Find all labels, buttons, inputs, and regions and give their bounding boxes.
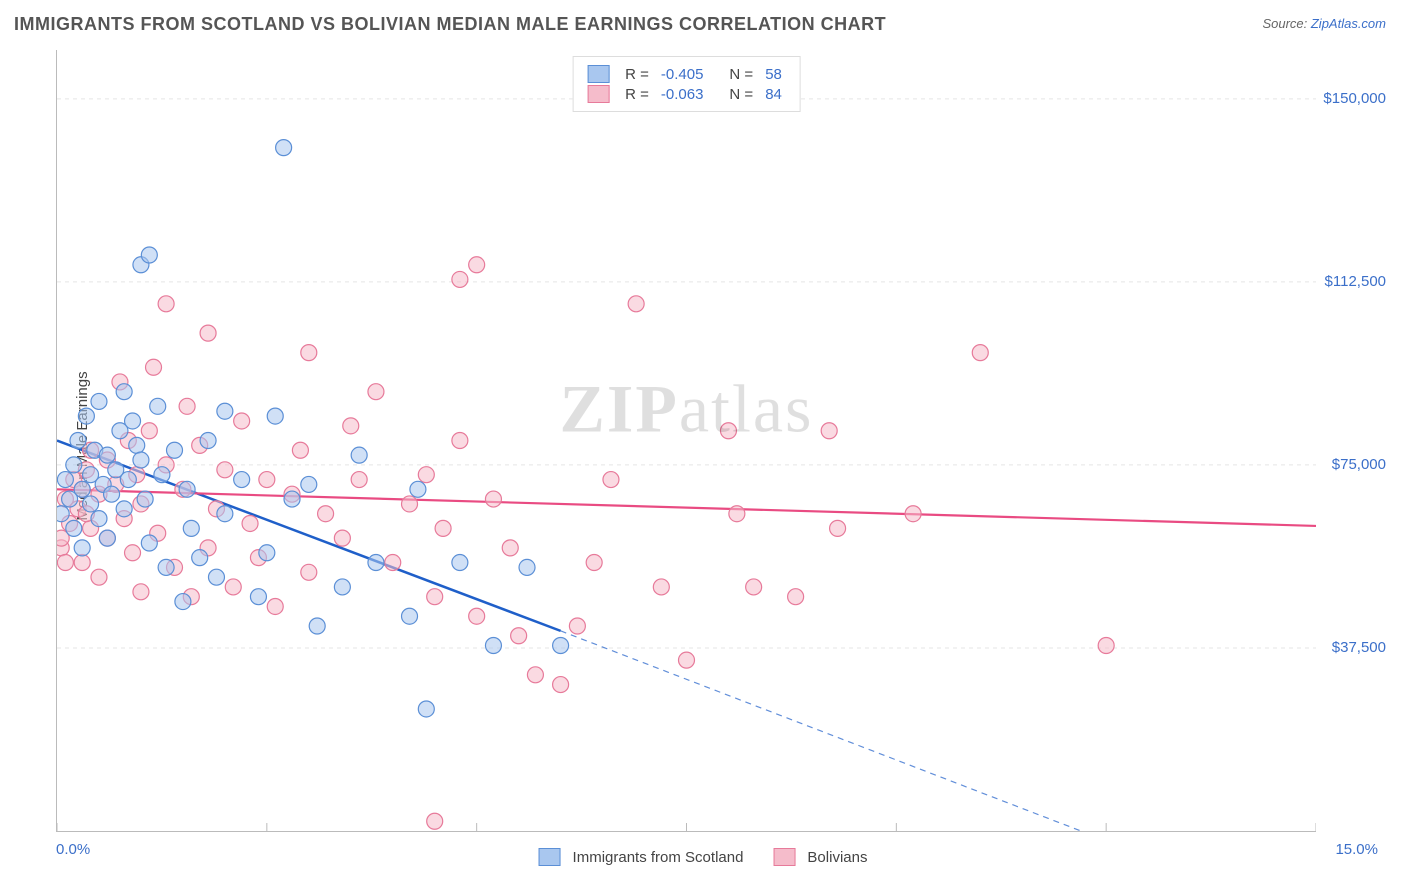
r-label: R = — [625, 86, 649, 103]
legend-swatch — [539, 848, 561, 866]
n-value: 84 — [765, 86, 782, 103]
chart-area: ZIPatlas R =-0.405N =58R =-0.063N =84 $3… — [50, 50, 1386, 832]
source-attribution: Source: ZipAtlas.com — [1262, 16, 1386, 31]
series-legend-label: Immigrants from Scotland — [573, 849, 744, 866]
series-legend-item: Bolivians — [773, 848, 867, 866]
y-tick-label: $75,000 — [1332, 456, 1386, 473]
legend-swatch — [773, 848, 795, 866]
y-tick-label: $37,500 — [1332, 639, 1386, 656]
x-tick-label: 0.0% — [56, 841, 90, 858]
plot-area: ZIPatlas R =-0.405N =58R =-0.063N =84 — [56, 50, 1316, 832]
y-tick-label: $150,000 — [1323, 90, 1386, 107]
r-label: R = — [625, 66, 649, 83]
legend-swatch — [587, 65, 609, 83]
x-tick-label: 15.0% — [1335, 841, 1378, 858]
chart-title: IMMIGRANTS FROM SCOTLAND VS BOLIVIAN MED… — [14, 14, 886, 35]
n-label: N = — [729, 66, 753, 83]
r-value: -0.405 — [661, 66, 704, 83]
source-link[interactable]: ZipAtlas.com — [1311, 16, 1386, 31]
scatter-plot-svg — [57, 50, 1316, 831]
n-label: N = — [729, 86, 753, 103]
series-legend-label: Bolivians — [807, 849, 867, 866]
series-legend: Immigrants from Scotland Bolivians — [539, 848, 868, 866]
r-value: -0.063 — [661, 86, 704, 103]
correlation-legend-row: R = -0.405 N = 58 — [587, 65, 786, 83]
y-tick-label: $112,500 — [1325, 273, 1386, 290]
correlation-legend: R = -0.405 N = 58 R = -0.063 N = 84 — [572, 56, 801, 112]
legend-swatch — [587, 85, 609, 103]
source-label: Source: — [1262, 16, 1310, 31]
n-value: 58 — [765, 66, 782, 83]
series-legend-item: Immigrants from Scotland — [539, 848, 744, 866]
correlation-legend-row: R = -0.063 N = 84 — [587, 85, 786, 103]
